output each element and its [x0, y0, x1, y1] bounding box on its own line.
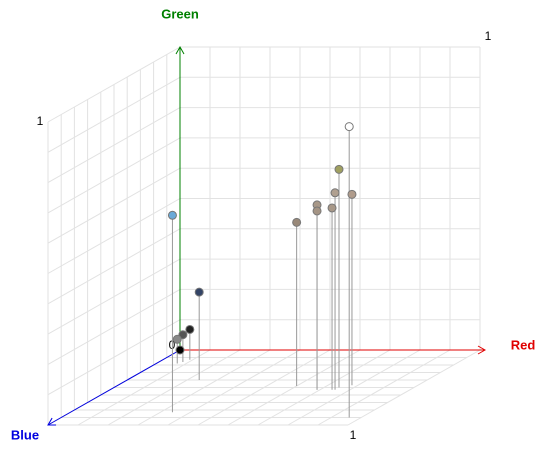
y-axis-label: Green: [161, 6, 199, 21]
grid-line: [317, 349, 451, 426]
z-axis: [47, 349, 181, 426]
grid-line: [257, 349, 391, 426]
y-tick-label: 1: [37, 114, 44, 128]
point: [347, 189, 357, 199]
y-axis-head: [175, 45, 185, 55]
grid-line: [47, 167, 181, 244]
point: [172, 334, 182, 344]
point: [344, 122, 354, 132]
point: [175, 345, 185, 355]
grid-line: [47, 76, 181, 153]
grid-line: [227, 349, 361, 426]
z-axis-head: [47, 417, 57, 426]
point: [185, 324, 195, 334]
grid-line: [287, 349, 421, 426]
point: [334, 164, 344, 174]
point: [167, 210, 177, 220]
grid-line: [347, 349, 481, 426]
point: [292, 217, 302, 227]
point: [327, 203, 337, 213]
z-axis-label: Blue: [11, 427, 39, 442]
z-tick-label: 1: [350, 428, 357, 442]
x-tick-label: 1: [485, 29, 492, 43]
x-axis-head: [477, 345, 487, 355]
point: [330, 188, 340, 198]
point: [312, 206, 322, 216]
grid-line: [47, 46, 181, 123]
grid-line: [47, 107, 181, 184]
point: [194, 287, 204, 297]
x-axis-label: Red: [511, 337, 536, 352]
grid-line: [47, 137, 181, 214]
